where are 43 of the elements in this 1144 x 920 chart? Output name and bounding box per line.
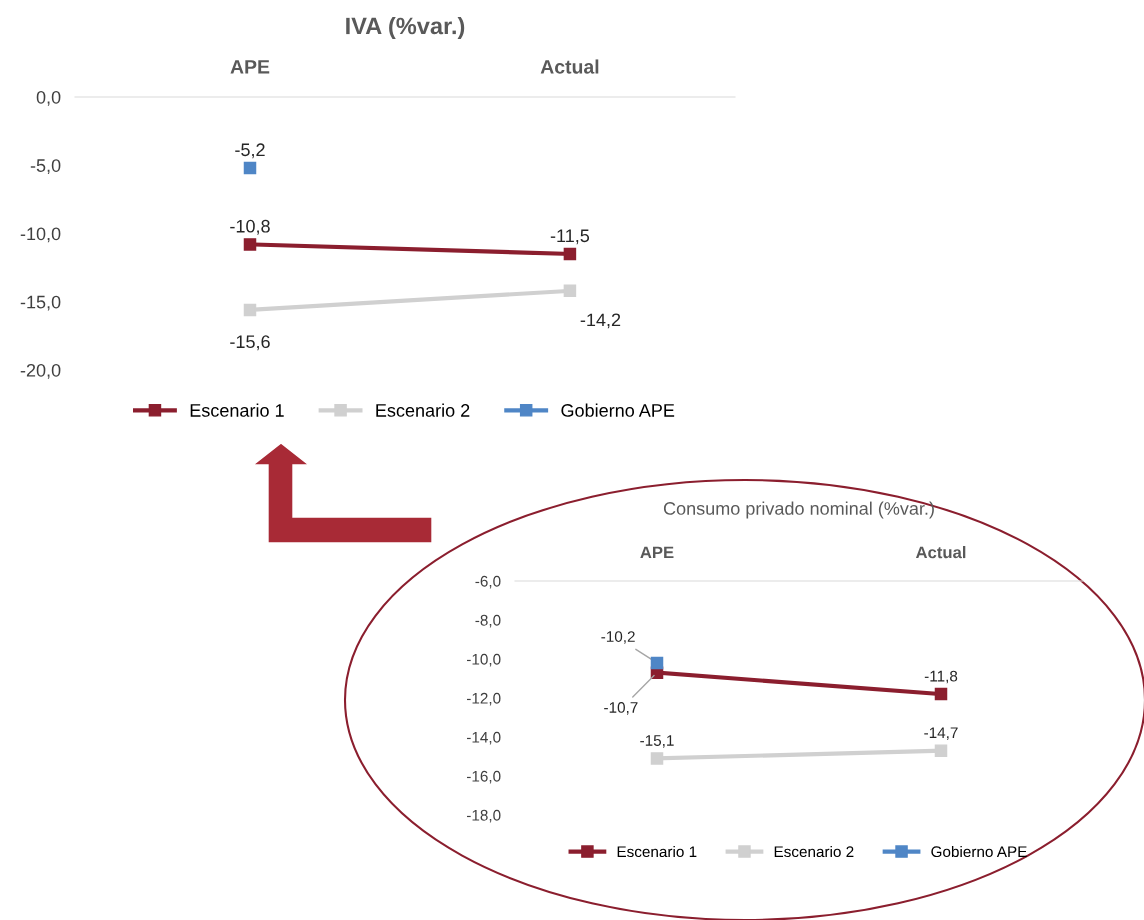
data-label: -15,1 [640,735,674,748]
data-label: -10,2 [601,631,635,644]
data-label: -11,8 [924,670,958,684]
y-tick-label: -10,0 [466,653,501,667]
point [243,238,257,251]
legend-label: Escenario 2 [376,403,470,417]
x-tick-label: APE [640,546,674,559]
data-label: -14,7 [924,727,958,740]
y-tick-label: 0,0 [36,90,61,106]
legend-label: Gobierno APE [931,845,1027,858]
point [934,687,948,701]
y-tick-label: -20,0 [20,363,61,379]
point [243,303,257,317]
y-tick-label: -16,0 [466,770,501,784]
y-tick-label: -8,0 [475,614,501,628]
data-label: -15,6 [230,335,270,351]
y-tick-label: -6,0 [475,575,501,589]
data-label: -11,5 [550,229,590,245]
data-label: -10,7 [604,702,638,715]
x-tick-label: Actual [540,59,599,74]
y-tick-label: -12,0 [466,692,501,706]
y-tick-label: -18,0 [466,809,501,823]
point [563,284,577,298]
data-label: -5,2 [235,143,265,159]
legend-label: Escenario 2 [774,845,854,858]
point [563,247,577,261]
data-label: -10,8 [230,219,270,235]
legend-label: Escenario 1 [617,845,697,858]
point [934,744,948,757]
point [650,752,664,765]
data-label: -14,2 [580,313,621,329]
chart-title: IVA (%var.) [346,17,465,39]
x-tick-label: Actual [915,546,966,559]
y-tick-label: -5,0 [30,159,61,175]
point [650,656,664,670]
point [243,161,257,175]
x-tick-label: APE [230,60,270,74]
chart-title: Consumo privado nominal (%var.) [663,501,934,519]
legend-label: Escenario 1 [190,403,284,417]
legend-label: Gobierno APE [561,403,675,417]
y-tick-label: -14,0 [466,731,501,745]
y-tick-label: -10,0 [20,227,61,243]
y-tick-label: -15,0 [20,295,61,311]
